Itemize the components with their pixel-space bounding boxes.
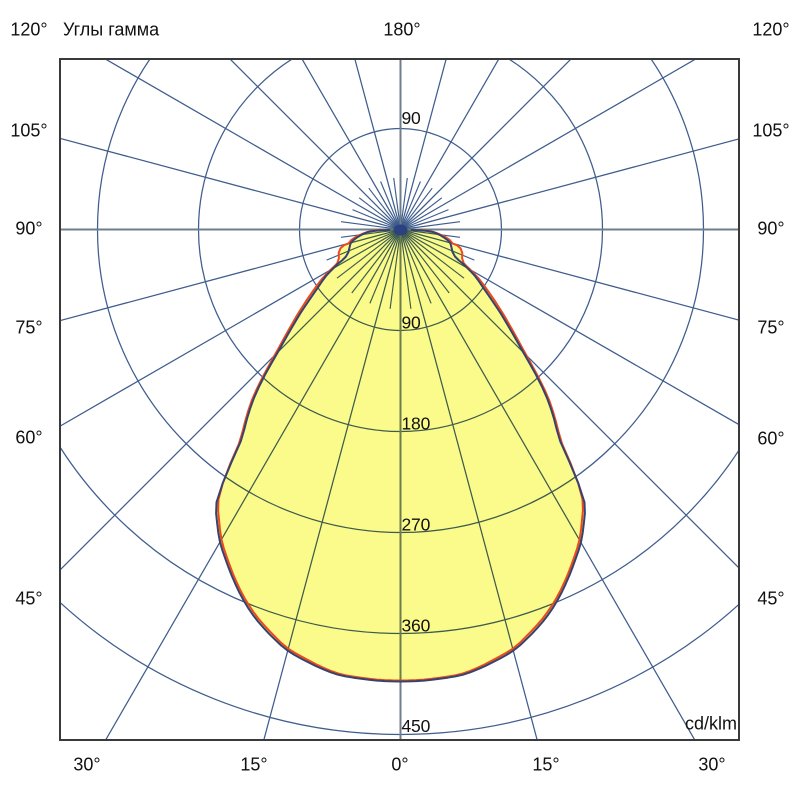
svg-text:Углы гамма: Углы гамма: [63, 20, 160, 40]
svg-text:30°: 30°: [698, 755, 725, 775]
svg-text:450: 450: [402, 716, 431, 736]
svg-text:90°: 90°: [757, 219, 784, 239]
svg-text:15°: 15°: [532, 755, 559, 775]
svg-text:75°: 75°: [757, 318, 784, 338]
svg-text:30°: 30°: [73, 755, 100, 775]
svg-text:60°: 60°: [757, 429, 784, 449]
svg-text:180°: 180°: [383, 20, 420, 40]
svg-text:90: 90: [402, 108, 422, 128]
svg-text:60°: 60°: [15, 428, 42, 448]
svg-text:15°: 15°: [240, 755, 267, 775]
svg-text:cd/klm: cd/klm: [685, 714, 737, 734]
svg-text:270: 270: [402, 515, 431, 535]
svg-text:75°: 75°: [15, 318, 42, 338]
svg-text:120°: 120°: [752, 20, 789, 40]
svg-text:90°: 90°: [15, 219, 42, 239]
svg-text:105°: 105°: [10, 121, 47, 141]
svg-text:0°: 0°: [391, 755, 408, 775]
svg-text:360: 360: [402, 616, 431, 636]
svg-text:45°: 45°: [757, 589, 784, 609]
svg-text:45°: 45°: [15, 589, 42, 609]
svg-text:105°: 105°: [752, 121, 789, 141]
svg-text:90: 90: [402, 313, 422, 333]
svg-text:120°: 120°: [10, 20, 47, 40]
svg-text:180: 180: [402, 414, 431, 434]
